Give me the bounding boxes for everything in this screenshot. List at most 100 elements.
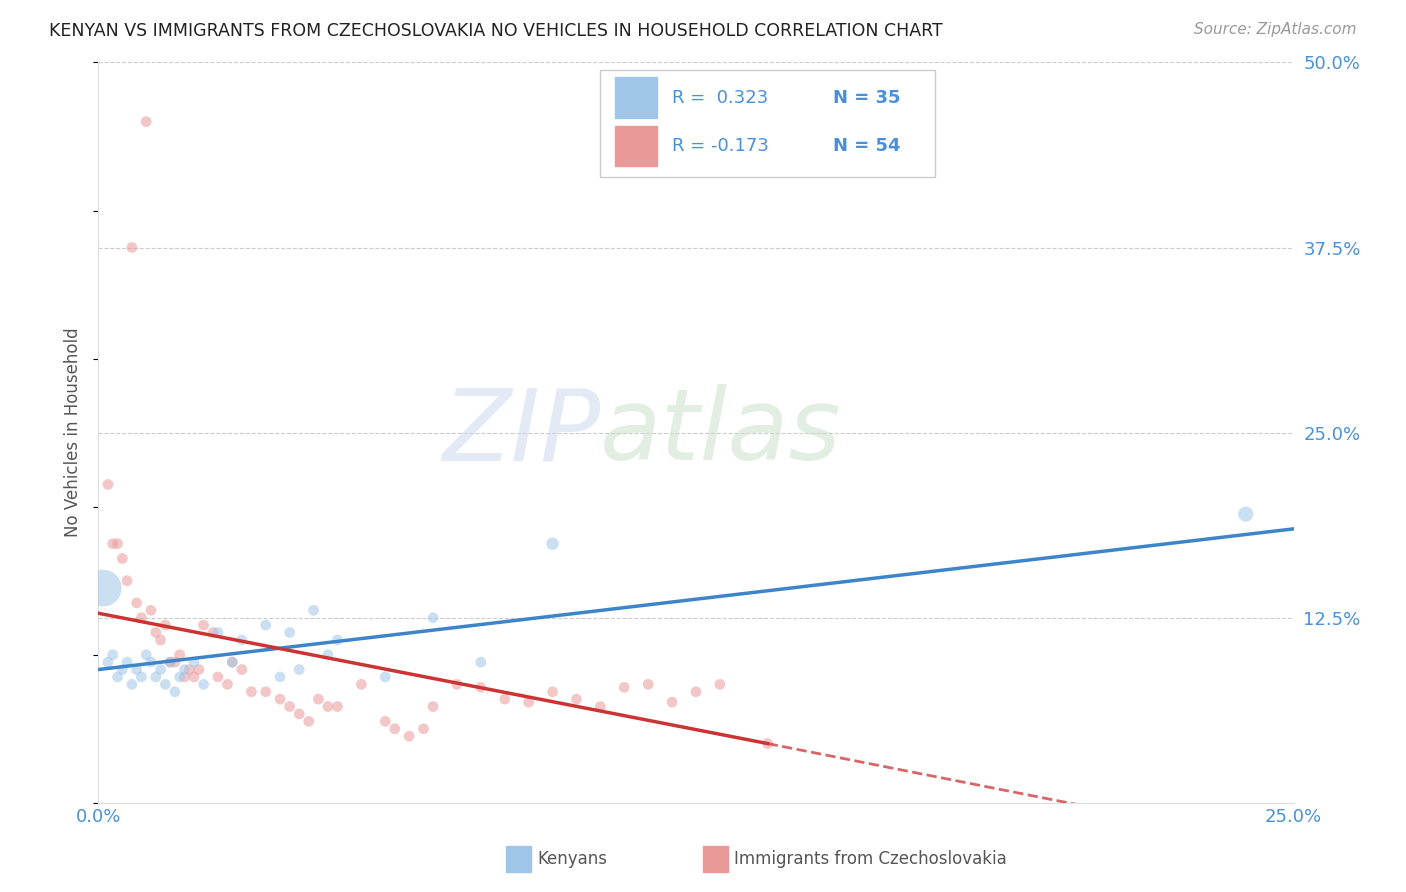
Text: R = -0.173: R = -0.173 — [672, 137, 769, 155]
Point — [661, 695, 683, 709]
Point — [709, 677, 731, 691]
Point — [240, 685, 263, 699]
Text: ZIP: ZIP — [441, 384, 600, 481]
Point — [101, 536, 124, 550]
Point — [446, 677, 468, 691]
Point — [412, 722, 434, 736]
Point — [288, 663, 311, 677]
Point — [145, 625, 167, 640]
Text: Source: ZipAtlas.com: Source: ZipAtlas.com — [1194, 22, 1357, 37]
Point — [159, 655, 181, 669]
Point — [470, 681, 492, 695]
Text: KENYAN VS IMMIGRANTS FROM CZECHOSLOVAKIA NO VEHICLES IN HOUSEHOLD CORRELATION CH: KENYAN VS IMMIGRANTS FROM CZECHOSLOVAKIA… — [49, 22, 943, 40]
Point — [155, 677, 177, 691]
Point — [541, 536, 564, 550]
FancyBboxPatch shape — [600, 70, 935, 178]
Point — [159, 655, 181, 669]
Point — [111, 551, 134, 566]
Bar — [614, 126, 657, 167]
Point — [193, 618, 215, 632]
Point — [121, 677, 143, 691]
Bar — [614, 78, 657, 118]
Point — [398, 729, 420, 743]
Point — [111, 663, 134, 677]
Point — [125, 663, 148, 677]
Point — [589, 699, 612, 714]
Point — [384, 722, 406, 736]
Point — [350, 677, 373, 691]
Point — [163, 655, 186, 669]
Point — [254, 618, 277, 632]
Point — [139, 655, 162, 669]
Point — [756, 737, 779, 751]
Point — [470, 655, 492, 669]
Point — [183, 670, 205, 684]
Point — [541, 685, 564, 699]
Text: atlas: atlas — [600, 384, 842, 481]
Point — [302, 603, 325, 617]
Point — [221, 655, 243, 669]
Point — [422, 610, 444, 624]
Point — [187, 663, 209, 677]
Point — [97, 477, 120, 491]
Point — [269, 692, 291, 706]
Point — [202, 625, 225, 640]
Point — [231, 632, 253, 647]
Point — [316, 648, 339, 662]
Point — [115, 574, 138, 588]
Point — [254, 685, 277, 699]
Point — [231, 663, 253, 677]
Point — [298, 714, 321, 729]
Point — [326, 699, 349, 714]
Point — [207, 625, 229, 640]
Point — [135, 648, 157, 662]
Point — [685, 685, 707, 699]
Point — [121, 240, 143, 255]
Point — [135, 114, 157, 128]
Point — [145, 670, 167, 684]
Point — [207, 670, 229, 684]
Point — [494, 692, 516, 706]
Point — [131, 670, 153, 684]
Point — [193, 677, 215, 691]
Point — [288, 706, 311, 721]
Point — [374, 670, 396, 684]
Point — [169, 648, 191, 662]
Text: Immigrants from Czechoslovakia: Immigrants from Czechoslovakia — [734, 850, 1007, 868]
Point — [101, 648, 124, 662]
Point — [149, 663, 172, 677]
Point — [565, 692, 588, 706]
Point — [149, 632, 172, 647]
Point — [221, 655, 243, 669]
Point — [107, 536, 129, 550]
Point — [163, 685, 186, 699]
Text: N = 35: N = 35 — [834, 89, 901, 107]
Point — [91, 581, 114, 595]
Point — [139, 603, 162, 617]
Text: Kenyans: Kenyans — [537, 850, 607, 868]
Point — [422, 699, 444, 714]
Y-axis label: No Vehicles in Household: No Vehicles in Household — [65, 327, 83, 538]
Point — [131, 610, 153, 624]
Text: N = 54: N = 54 — [834, 137, 901, 155]
Point — [326, 632, 349, 647]
Point — [269, 670, 291, 684]
Point — [179, 663, 201, 677]
Point — [173, 670, 195, 684]
Point — [613, 681, 636, 695]
Point — [217, 677, 239, 691]
Point — [1234, 507, 1257, 521]
Text: R =  0.323: R = 0.323 — [672, 89, 768, 107]
Point — [374, 714, 396, 729]
Point — [169, 670, 191, 684]
Point — [97, 655, 120, 669]
Point — [183, 655, 205, 669]
Point — [155, 618, 177, 632]
Point — [125, 596, 148, 610]
Point — [278, 699, 301, 714]
Point — [115, 655, 138, 669]
Point — [517, 695, 540, 709]
Point — [316, 699, 339, 714]
Point — [637, 677, 659, 691]
Point — [278, 625, 301, 640]
